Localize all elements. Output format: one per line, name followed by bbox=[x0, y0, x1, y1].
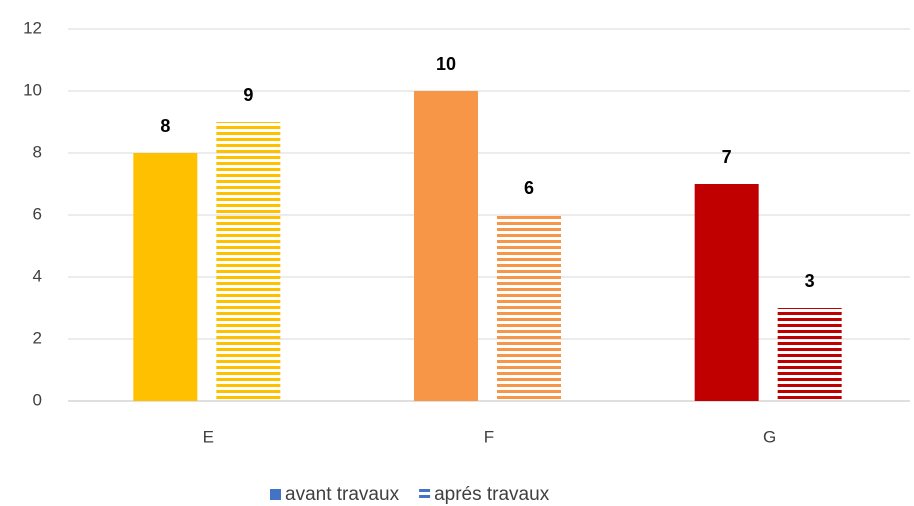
x-tick-label: G bbox=[763, 427, 776, 446]
y-tick-label: 4 bbox=[33, 266, 42, 285]
data-label: 7 bbox=[722, 147, 732, 167]
y-tick-label: 2 bbox=[33, 328, 42, 347]
y-tick-label: 10 bbox=[23, 80, 42, 99]
x-tick-label: E bbox=[203, 427, 214, 446]
bar bbox=[777, 308, 842, 401]
data-label: 3 bbox=[805, 271, 815, 291]
x-tick-label: F bbox=[484, 427, 494, 446]
bar bbox=[414, 91, 478, 401]
bar bbox=[133, 153, 198, 401]
data-label: 9 bbox=[243, 85, 253, 105]
legend-swatch bbox=[419, 495, 431, 498]
data-label: 10 bbox=[436, 54, 456, 74]
legend-label: aprés travaux bbox=[434, 484, 550, 505]
bar bbox=[694, 184, 759, 401]
legend-swatch bbox=[419, 489, 431, 492]
y-tick-label: 8 bbox=[33, 142, 42, 161]
bar bbox=[497, 215, 561, 401]
y-tick-label: 12 bbox=[23, 18, 42, 37]
data-label: 6 bbox=[524, 178, 534, 198]
bar bbox=[216, 122, 281, 401]
y-tick-label: 0 bbox=[33, 390, 42, 409]
data-label: 8 bbox=[160, 116, 170, 136]
y-tick-label: 6 bbox=[33, 204, 42, 223]
legend-label: avant travaux bbox=[285, 484, 400, 505]
legend-swatch bbox=[270, 489, 281, 500]
